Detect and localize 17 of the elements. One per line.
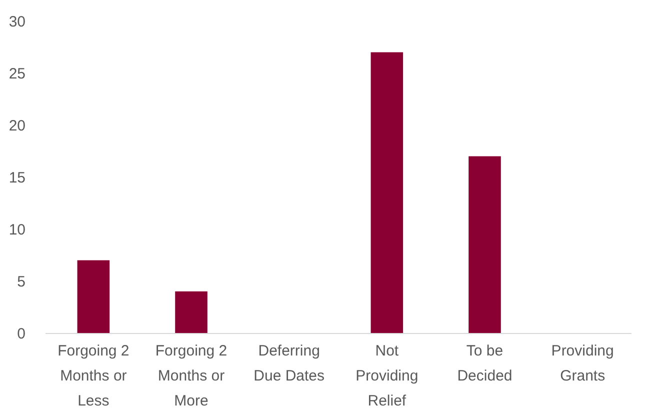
bar (468, 156, 501, 333)
y-tick-label: 10 (8, 222, 26, 238)
bar (77, 260, 110, 333)
x-tick-label: Deferring Due Dates (254, 342, 325, 384)
x-tick-label: Forgoing 2 Months or More (155, 342, 228, 410)
y-tick-label: 25 (8, 66, 26, 82)
y-tick-label: 5 (17, 274, 26, 290)
x-tick-label: Forgoing 2 Months or Less (58, 342, 130, 410)
x-tick-label: To be Decided (457, 342, 512, 384)
bar (370, 52, 404, 333)
bar (175, 291, 208, 333)
y-tick-label: 0 (17, 326, 26, 342)
y-tick-label: 30 (8, 14, 26, 30)
y-tick-label: 15 (8, 170, 26, 186)
y-tick-label: 20 (8, 118, 26, 134)
x-tick-label: Not Providing Relief (356, 342, 418, 410)
x-tick-label: Providing Grants (551, 342, 614, 384)
